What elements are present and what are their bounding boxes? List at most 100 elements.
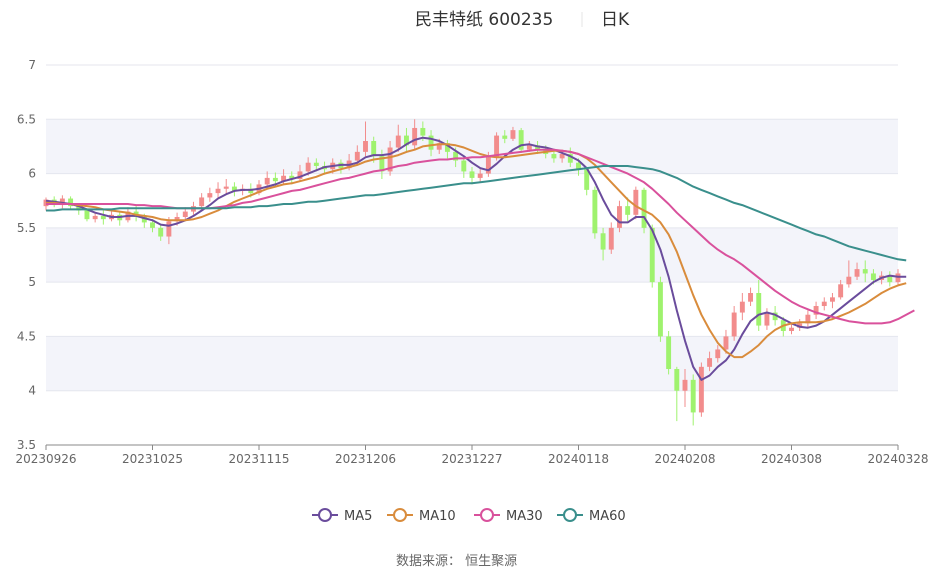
candles-layer: [43, 119, 901, 426]
candle-body: [371, 141, 377, 157]
source-note: 数据来源： 恒生聚源: [396, 554, 517, 568]
candle-body: [444, 143, 450, 152]
y-tick-label: 7: [28, 58, 36, 72]
candle-body: [363, 141, 368, 152]
candle: [862, 260, 868, 283]
candle: [838, 279, 844, 300]
period-tab[interactable]: 日K: [601, 10, 630, 30]
legend-item-ma5[interactable]: MA5: [312, 508, 372, 524]
candle: [297, 164, 303, 182]
candle-body: [666, 336, 672, 369]
candle-body: [215, 188, 221, 194]
candle-body: [510, 130, 516, 139]
candle: [166, 217, 172, 245]
candle-body: [68, 198, 74, 207]
legend-item-ma10[interactable]: MA10: [387, 508, 456, 524]
y-axis-labels: 7 6.5 6 5.5 5 4.5 4 3.5: [17, 58, 36, 452]
candle-body: [690, 379, 696, 413]
candle-body: [584, 169, 590, 190]
candle-body: [469, 171, 475, 178]
candle-body: [887, 275, 893, 283]
legend-item-ma30[interactable]: MA30: [474, 508, 543, 524]
candle: [412, 119, 418, 150]
candle-body: [404, 135, 409, 146]
candle-body: [231, 186, 237, 191]
candle: [748, 287, 753, 307]
candle-body: [830, 297, 835, 302]
candle: [371, 136, 377, 163]
y-tick-label: 3.5: [17, 438, 36, 452]
candle: [289, 171, 295, 185]
candle: [223, 179, 229, 195]
candle-body: [551, 154, 557, 159]
x-tick-label: 20240308: [761, 452, 822, 466]
candle: [821, 297, 827, 311]
candle: [731, 306, 737, 341]
candle: [813, 301, 819, 320]
background-band: [46, 336, 898, 391]
candle: [666, 331, 672, 375]
candle-body: [854, 269, 860, 277]
background-band: [46, 119, 898, 174]
candle-body: [649, 227, 655, 283]
candle-body: [199, 197, 205, 207]
y-tick-label: 6: [28, 167, 36, 181]
x-tick-label: 20230926: [15, 452, 76, 466]
candle-body: [297, 171, 303, 179]
x-axis: 20230926 20231025 20231115 20231206 20231227…: [15, 444, 929, 466]
candle-body: [420, 127, 426, 136]
candle: [92, 212, 98, 223]
candle-body: [84, 210, 90, 220]
candle: [789, 323, 794, 335]
x-tick-label: 20231115: [228, 452, 289, 466]
ma-lines-layer: [45, 136, 915, 381]
legend-item-ma60[interactable]: MA60: [557, 508, 626, 524]
candle-body: [412, 127, 418, 146]
candle: [887, 271, 893, 287]
candle: [477, 169, 483, 183]
candle-body: [461, 160, 467, 172]
legend-label: MA10: [419, 509, 456, 524]
candle: [215, 182, 221, 198]
candle: [715, 345, 721, 363]
y-tick-label: 4: [28, 384, 36, 398]
candle: [690, 374, 696, 426]
candle: [518, 127, 524, 153]
candle-body: [625, 206, 631, 215]
legend-marker-icon: [318, 508, 332, 522]
legend-label: MA30: [506, 509, 543, 524]
candle: [657, 276, 663, 342]
candle: [682, 369, 688, 407]
candle: [846, 260, 852, 288]
candle: [182, 207, 188, 221]
candle-body: [379, 156, 385, 172]
x-tick-label: 20231206: [335, 452, 396, 466]
candle-body: [313, 162, 319, 166]
ma-line-ma10: [46, 143, 907, 359]
y-tick-label: 5.5: [17, 221, 36, 235]
candle: [68, 196, 74, 210]
x-tick-label: 20240328: [867, 452, 928, 466]
candle-body: [682, 379, 688, 391]
candle-body: [354, 151, 360, 161]
candle-body: [477, 173, 483, 178]
candle-body: [207, 193, 213, 198]
candle-body: [305, 162, 311, 172]
candle: [207, 187, 213, 202]
ma-line-ma5: [45, 136, 907, 381]
candle-body: [76, 206, 82, 211]
candle: [649, 224, 655, 288]
candle: [617, 200, 622, 233]
candle-body: [182, 211, 188, 217]
candle-body: [576, 162, 581, 170]
legend-marker-icon: [563, 508, 577, 522]
candle-body: [772, 312, 778, 321]
candle-body: [641, 189, 647, 228]
candle: [723, 329, 729, 354]
candle-body: [494, 135, 500, 158]
candle-body: [150, 222, 155, 228]
chart-title: 民丰特纸 600235: [415, 10, 553, 30]
candle: [125, 207, 131, 223]
candle-body: [633, 189, 639, 215]
